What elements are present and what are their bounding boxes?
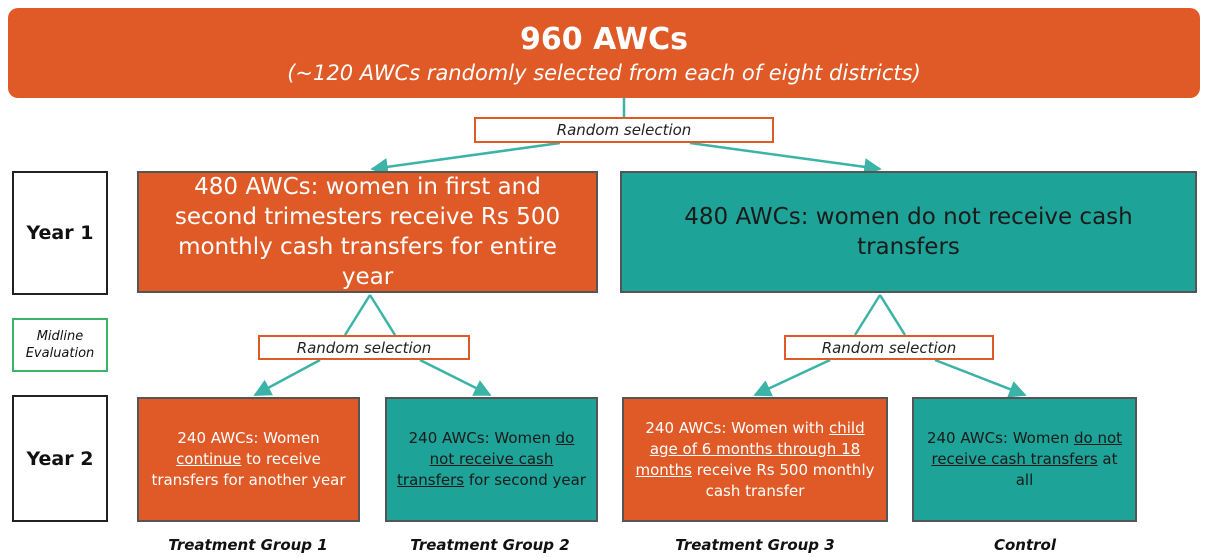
box-text: at all bbox=[1015, 450, 1118, 489]
box-text: 240 AWCs: Women bbox=[408, 429, 556, 447]
row-label: Year 1 bbox=[12, 171, 108, 295]
year2-box: 240 AWCs: Women with child age of 6 mont… bbox=[622, 397, 888, 522]
connector bbox=[368, 294, 397, 336]
arrow bbox=[370, 141, 561, 176]
arrow bbox=[689, 141, 882, 176]
arrow bbox=[934, 358, 1027, 398]
year2-box: 240 AWCs: Women continue to receive tran… bbox=[137, 397, 360, 522]
year2-box: 240 AWCs: Women do not receive cash tran… bbox=[385, 397, 598, 522]
year2-box: 240 AWCs: Women do not receive cash tran… bbox=[912, 397, 1137, 522]
connector bbox=[343, 294, 372, 336]
box-text-underlined: continue bbox=[176, 450, 242, 468]
arrow bbox=[419, 358, 492, 397]
box-text: 240 AWCs: Women bbox=[177, 429, 320, 447]
box-text: 240 AWCs: Women with bbox=[645, 418, 829, 437]
box-text-underlined: child age of 6 months through 18 months bbox=[635, 418, 865, 479]
group-label: Control bbox=[993, 536, 1056, 554]
connector bbox=[878, 294, 907, 336]
row-label: Year 2 bbox=[12, 395, 108, 522]
arrow bbox=[753, 358, 831, 397]
box-text: receive Rs 500 monthly cash transfer bbox=[692, 460, 875, 500]
arrow bbox=[253, 358, 321, 397]
group-label: Treatment Group 2 bbox=[410, 536, 570, 554]
box-text-underlined: do not receive cash transfers bbox=[931, 429, 1123, 468]
selection-label: Random selection bbox=[474, 117, 774, 143]
box-text: for second year bbox=[464, 471, 586, 489]
header-title: 960 AWCs bbox=[520, 21, 688, 57]
box-text: to receive transfers for another year bbox=[151, 450, 346, 489]
selection-label: Random selection bbox=[784, 335, 994, 360]
group-label: Treatment Group 3 bbox=[675, 536, 835, 554]
selection-label: Random selection bbox=[258, 335, 470, 360]
group-label: Treatment Group 1 bbox=[168, 536, 328, 554]
connector bbox=[853, 294, 882, 336]
year1-box: 480 AWCs: women in first and second trim… bbox=[137, 171, 598, 293]
row-label: Midline Evaluation bbox=[12, 318, 108, 372]
box-text: 240 AWCs: Women bbox=[926, 429, 1074, 447]
box-text-underlined: do not receive cash transfers bbox=[397, 429, 575, 489]
header-subtitle: (~120 AWCs randomly selected from each o… bbox=[287, 60, 921, 85]
header-box: 960 AWCs (~120 AWCs randomly selected fr… bbox=[8, 8, 1200, 98]
year1-box: 480 AWCs: women do not receive cash tran… bbox=[620, 171, 1197, 293]
